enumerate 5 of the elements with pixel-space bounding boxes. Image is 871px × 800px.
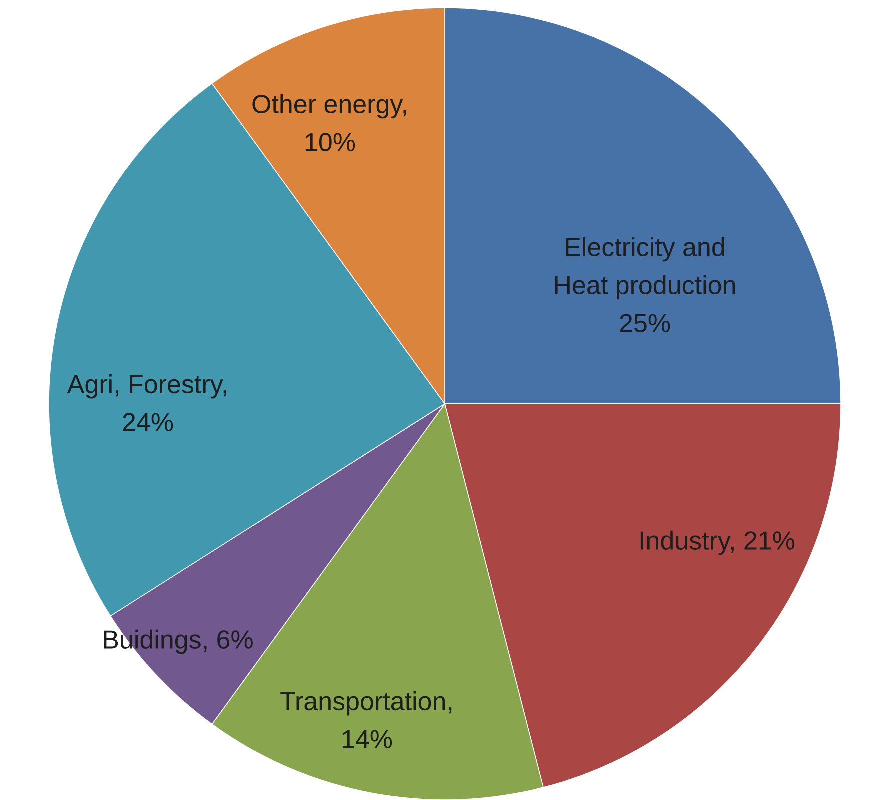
slice-label: Industry, 21%	[640, 530, 795, 556]
slice-label: Electricity and Heat production 25%	[555, 237, 736, 333]
slice-label: Other energy, 10%	[252, 94, 406, 152]
slice-label: Transportation, 14%	[280, 692, 452, 748]
slice-label: Agri, Forestry, 24%	[67, 374, 226, 432]
